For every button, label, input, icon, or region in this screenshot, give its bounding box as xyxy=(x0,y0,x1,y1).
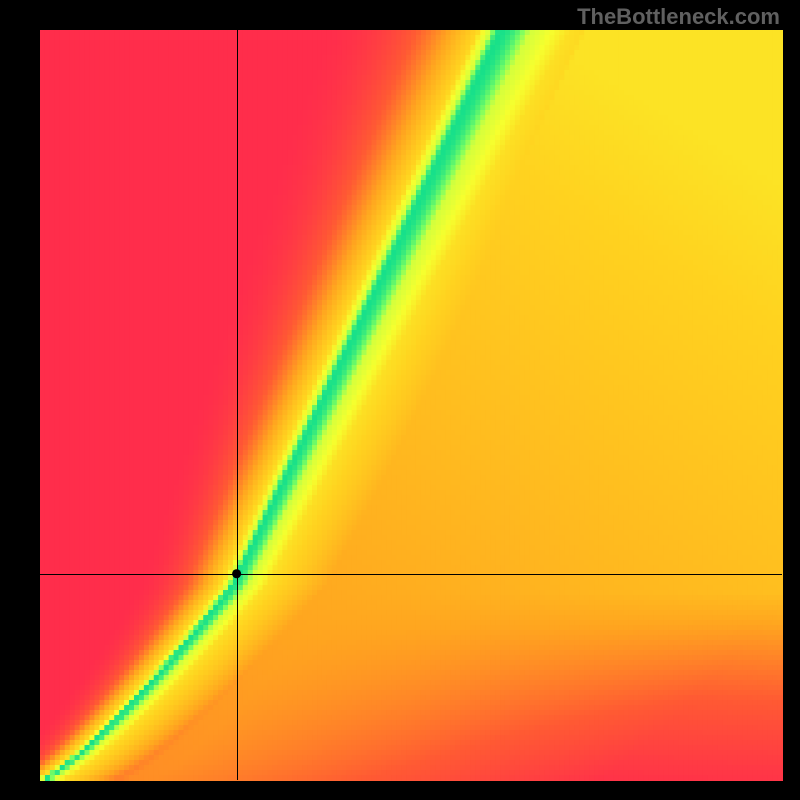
watermark-text: TheBottleneck.com xyxy=(577,4,780,30)
bottleneck-heatmap xyxy=(0,0,800,800)
chart-container: TheBottleneck.com xyxy=(0,0,800,800)
